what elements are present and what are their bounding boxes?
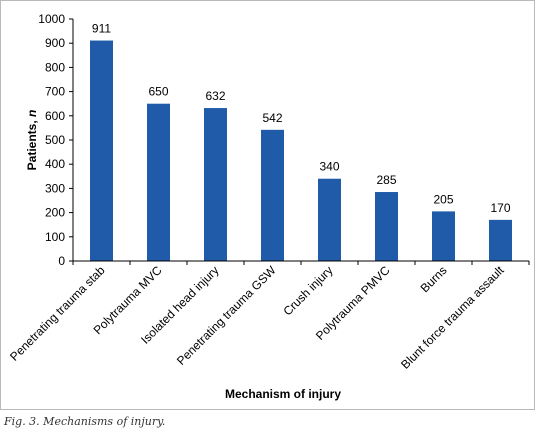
y-tick-label: 0: [58, 254, 65, 268]
y-axis-title: Patients, n: [25, 110, 39, 171]
bar: [90, 40, 113, 262]
y-tick-label: 300: [45, 181, 65, 195]
x-category-label: Burns: [418, 263, 450, 295]
bar: [261, 129, 284, 261]
x-category-label: Crush injury: [280, 263, 335, 318]
bar: [147, 103, 170, 261]
figure-frame: 0 100 200 300 400 500 600 700 800 900 1000 911 650 6…: [0, 0, 535, 410]
bar-value-label: 170: [490, 201, 510, 215]
y-tick-label: 500: [45, 133, 65, 147]
bar-value-label: 205: [433, 192, 453, 206]
y-tick-label: 100: [45, 230, 65, 244]
bar: [489, 219, 512, 261]
bar: [318, 178, 341, 261]
figure-caption: Fig. 3. Mechanisms of injury.: [4, 415, 166, 428]
bar: [375, 192, 398, 261]
x-axis-title: Mechanism of injury: [225, 387, 341, 401]
y-tick-label: 200: [45, 206, 65, 220]
y-tick-label: 1000: [38, 12, 65, 26]
y-tick-label: 600: [45, 109, 65, 123]
x-category-label: Penetrating trauma GSW: [174, 263, 279, 368]
x-category-label: Penetrating trauma stab: [7, 263, 108, 364]
y-tick-label: 400: [45, 157, 65, 171]
y-axis: 0 100 200 300 400 500 600 700 800 900 1000: [38, 12, 74, 268]
bar-value-label: 632: [205, 89, 225, 103]
y-tick-label: 800: [45, 60, 65, 74]
bar-value-label: 650: [148, 85, 168, 99]
x-category-label: Blunt force trauma assault: [398, 263, 507, 372]
bar-value-label: 285: [376, 173, 396, 187]
bar-value-label: 542: [262, 111, 282, 125]
bar-value-label: 340: [319, 160, 339, 174]
bar: [204, 108, 227, 261]
y-tick-label: 700: [45, 85, 65, 99]
bar: [432, 211, 455, 261]
bar-value-label: 911: [92, 22, 111, 36]
bars: 911 650 632 542 340 285 205 170: [90, 22, 512, 262]
y-tick-label: 900: [45, 36, 65, 50]
bar-chart: 0 100 200 300 400 500 600 700 800 900 1000 911 650 6…: [7, 12, 530, 401]
